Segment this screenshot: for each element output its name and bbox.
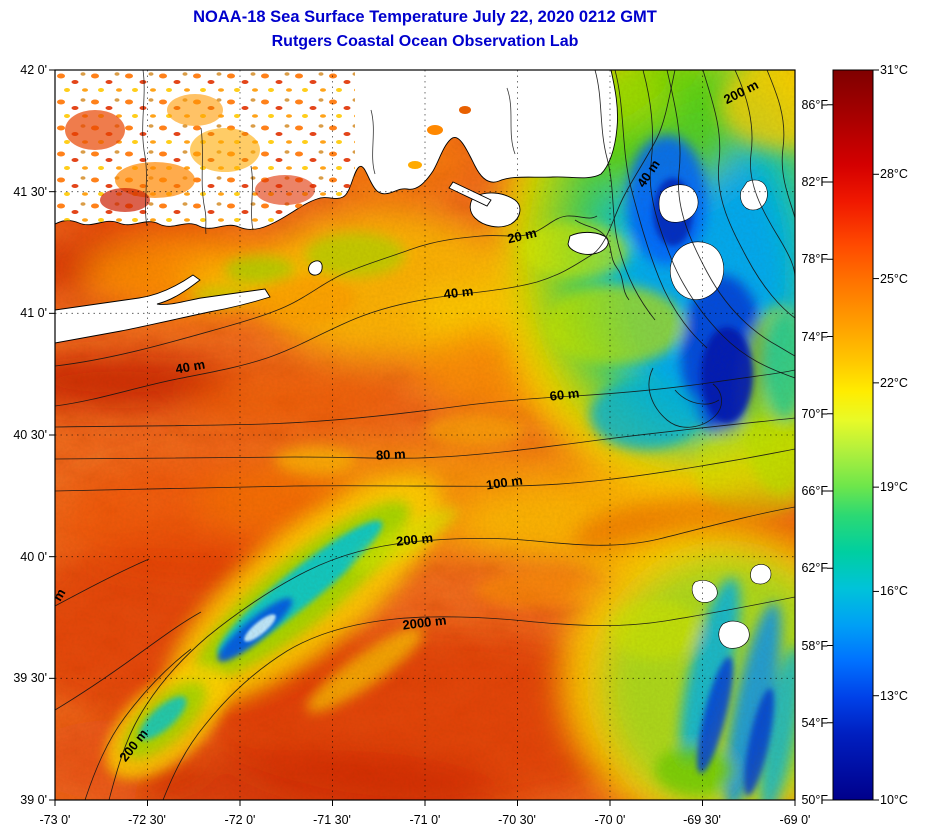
lat-tick-label: 41 0' xyxy=(20,306,47,320)
colorbar-c-label: 31°C xyxy=(880,63,908,77)
lon-tick-label: -70 0' xyxy=(594,813,626,827)
figure-title: NOAA-18 Sea Surface Temperature July 22,… xyxy=(193,8,657,26)
lon-tick-label: -70 30' xyxy=(498,813,536,827)
colorbar-f-label: 66°F xyxy=(801,484,828,498)
lon-tick-label: -71 30' xyxy=(313,813,351,827)
colorbar xyxy=(832,69,874,801)
colorbar-c-label: 25°C xyxy=(880,272,908,286)
lon-tick-label: -71 0' xyxy=(409,813,441,827)
colorbar-f-label: 74°F xyxy=(801,330,828,344)
colorbar-f-label: 62°F xyxy=(801,561,828,575)
lon-tick-label: -72 30' xyxy=(128,813,166,827)
contour-label: 40 m xyxy=(174,357,206,377)
lon-tick-label: -72 0' xyxy=(224,813,256,827)
colorbar-f-label: 58°F xyxy=(801,639,828,653)
figure-subtitle: Rutgers Coastal Ocean Observation Lab xyxy=(271,33,579,50)
lat-tick-label: 39 0' xyxy=(20,793,47,807)
colorbar-f-label: 70°F xyxy=(801,407,828,421)
lat-tick-label: 40 0' xyxy=(20,550,47,564)
colorbar-f-label: 54°F xyxy=(801,716,828,730)
land-elizabeth-islands xyxy=(448,181,492,207)
land-long-island xyxy=(55,274,271,344)
colorbar-c-label: 28°C xyxy=(880,167,908,181)
colorbar-f-label: 78°F xyxy=(801,252,828,266)
contour-label: 100 m xyxy=(485,473,524,493)
contour-label: 60 m xyxy=(549,385,580,404)
colorbar-f-label: 86°F xyxy=(801,98,828,112)
colorbar-c-label: 16°C xyxy=(880,584,908,598)
colorbar-f-label: 82°F xyxy=(801,175,828,189)
lat-tick-label: 40 30' xyxy=(13,428,47,442)
contour-label: 40 m xyxy=(443,283,474,302)
colorbar-c-label: 22°C xyxy=(880,376,908,390)
lat-tick-label: 42 0' xyxy=(20,63,47,77)
colorbar-c-label: 13°C xyxy=(880,689,908,703)
lat-tick-label: 39 30' xyxy=(13,671,47,685)
graticule-gridlines xyxy=(55,70,795,800)
colorbar-c-label: 19°C xyxy=(880,480,908,494)
land-artifact-speckles xyxy=(55,70,471,230)
contour-label: 80 m xyxy=(376,446,406,463)
colorbar-f-label: 50°F xyxy=(801,793,828,807)
lon-tick-label: -69 30' xyxy=(683,813,721,827)
lon-tick-label: -73 0' xyxy=(39,813,71,827)
axis-ticks xyxy=(49,69,879,806)
bathymetry-contours xyxy=(55,70,795,800)
river-coast-detail-lines xyxy=(142,70,516,235)
contour-label: 200 m xyxy=(395,530,433,549)
land-block-island xyxy=(308,260,323,276)
contour-label: 20 m xyxy=(506,225,538,246)
lat-tick-label: 41 30' xyxy=(13,185,47,199)
contour-label: 2000 m xyxy=(402,612,448,632)
map-plot-area: 20 m 40 m 40 m 40 m 60 m 80 m 100 m 200 … xyxy=(55,70,795,800)
colorbar-c-label: 10°C xyxy=(880,793,908,807)
lon-tick-label: -69 0' xyxy=(779,813,811,827)
